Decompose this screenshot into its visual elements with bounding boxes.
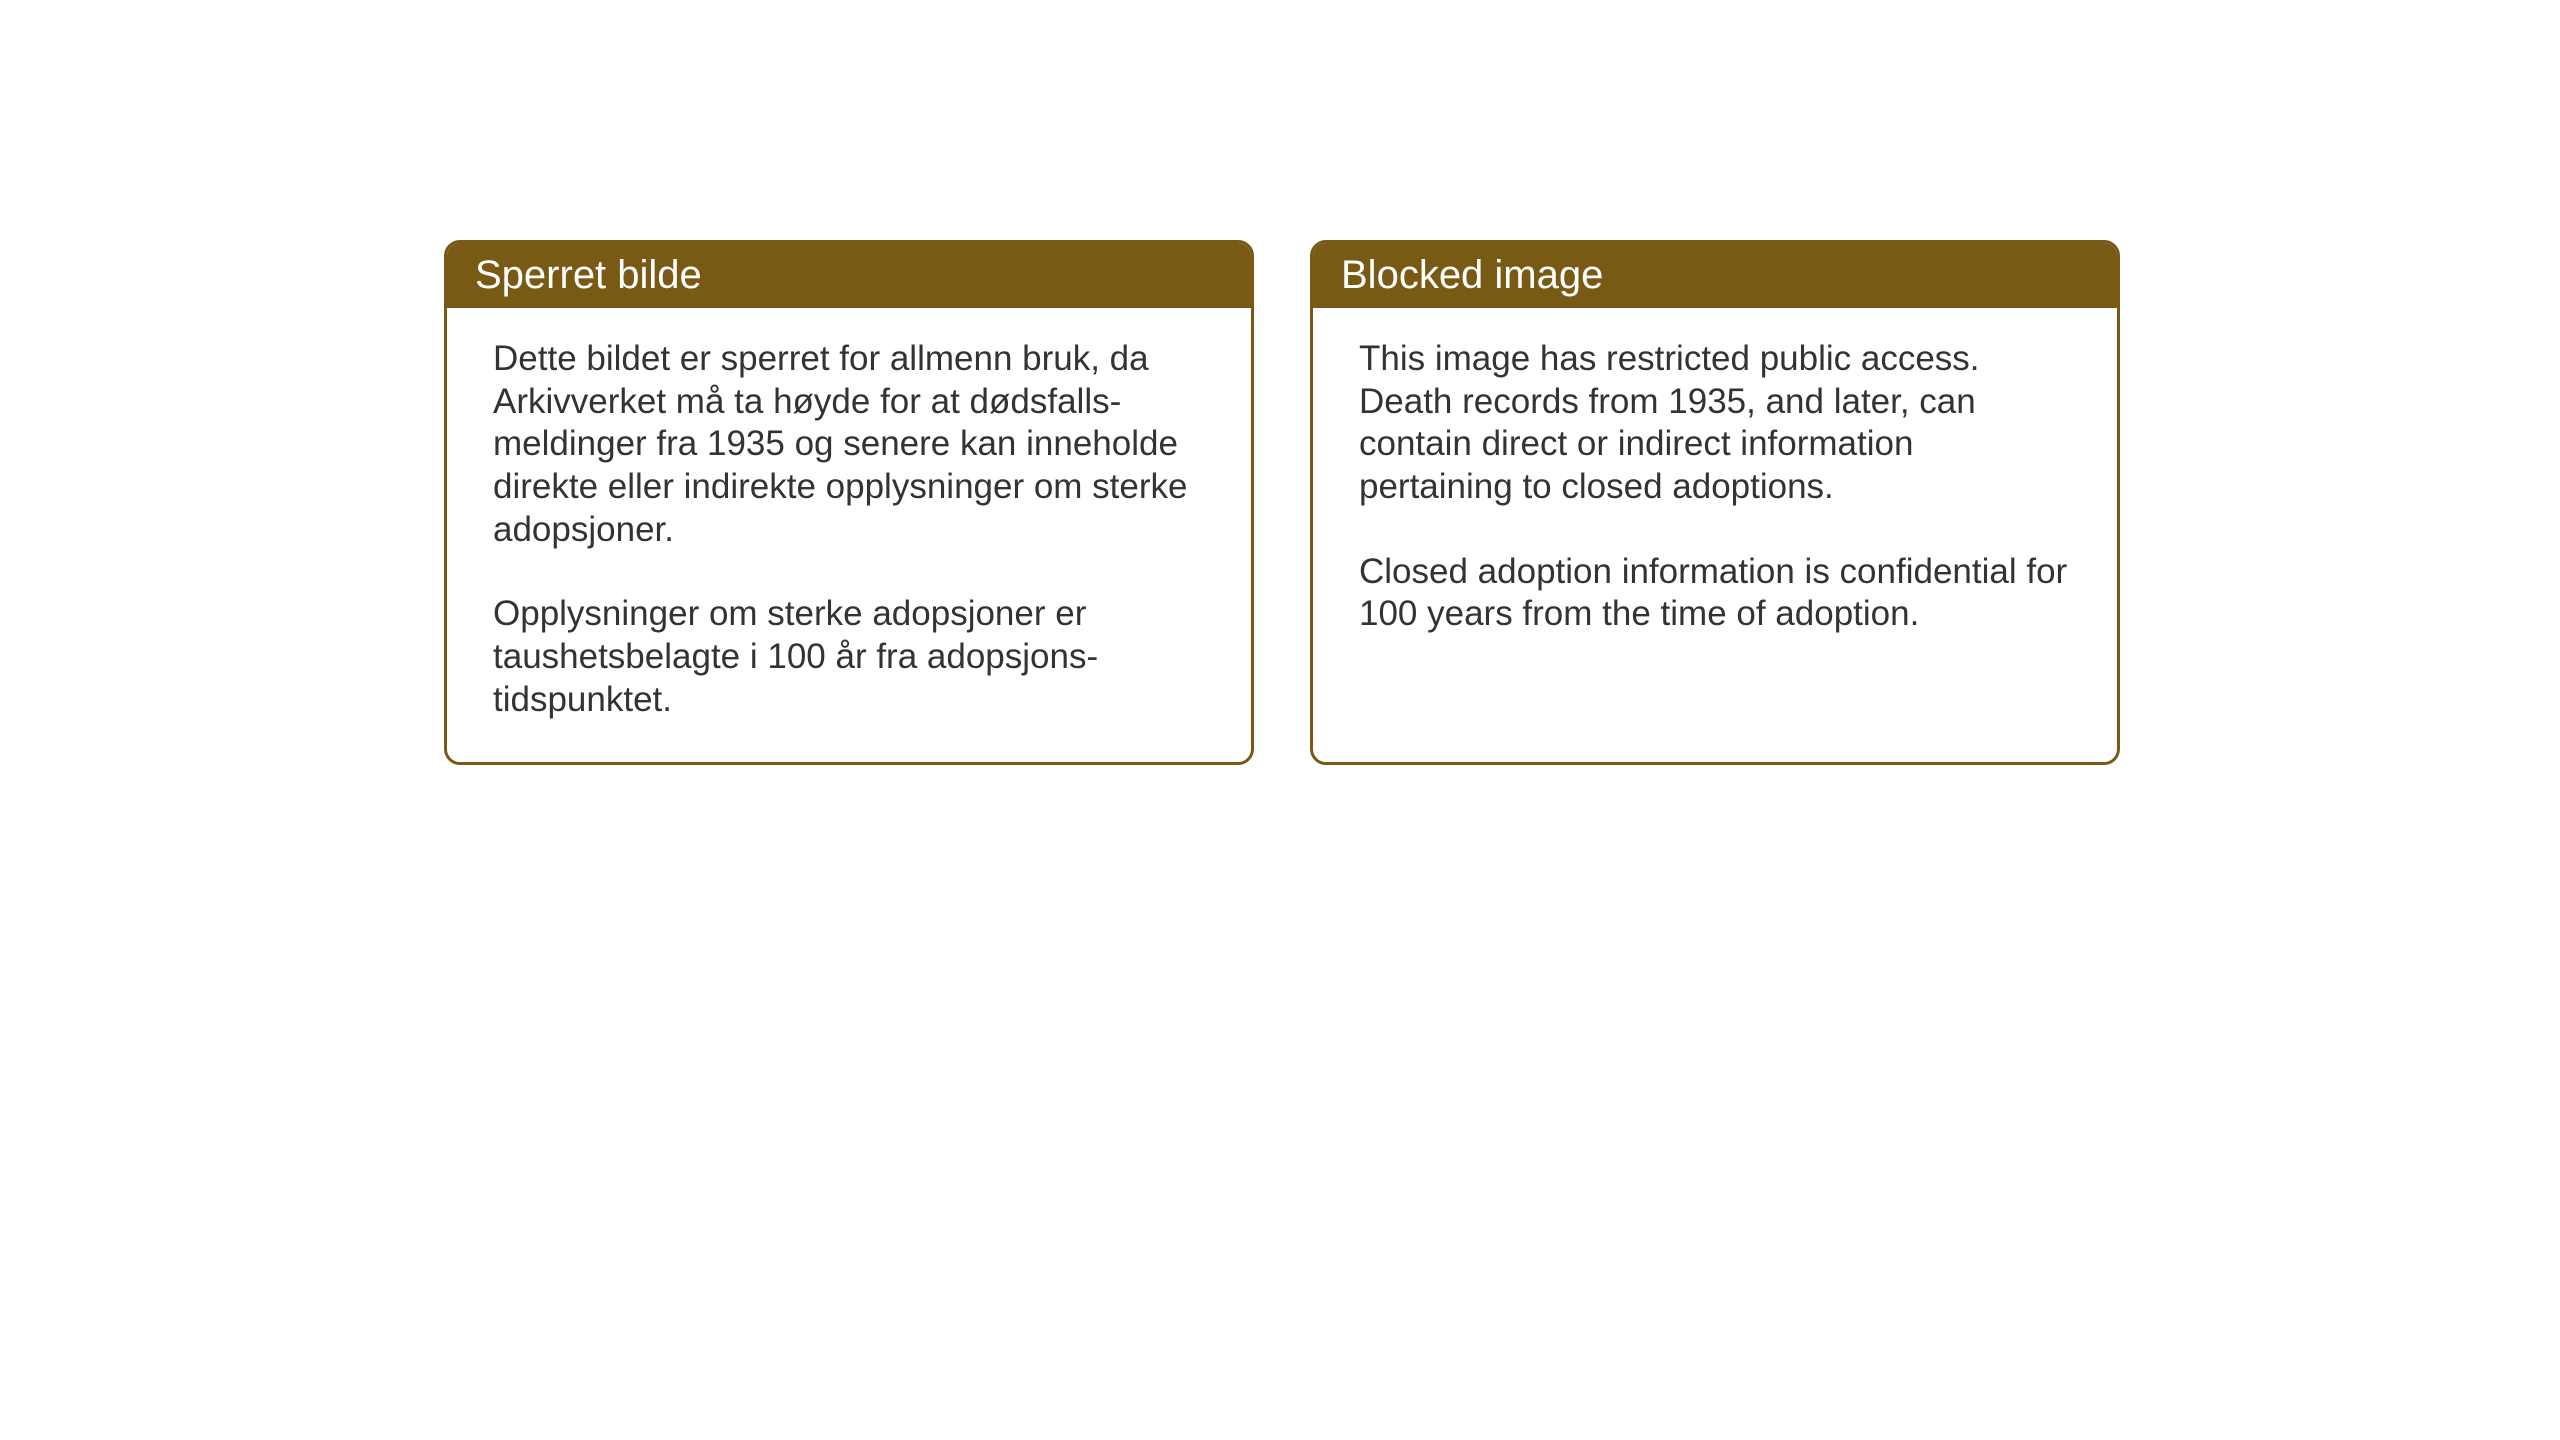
notice-paragraph-1-english: This image has restricted public access.… (1359, 338, 2071, 509)
notice-title-english: Blocked image (1341, 253, 1603, 297)
notice-paragraph-1-norwegian: Dette bildet er sperret for allmenn bruk… (493, 338, 1205, 551)
notice-header-english: Blocked image (1313, 243, 2117, 308)
notice-body-english: This image has restricted public access.… (1313, 308, 2117, 676)
notice-title-norwegian: Sperret bilde (475, 253, 702, 297)
notice-body-norwegian: Dette bildet er sperret for allmenn bruk… (447, 308, 1251, 762)
notice-container: Sperret bilde Dette bildet er sperret fo… (444, 240, 2120, 765)
notice-paragraph-2-norwegian: Opplysninger om sterke adopsjoner er tau… (493, 593, 1205, 721)
notice-card-english: Blocked image This image has restricted … (1310, 240, 2120, 765)
notice-card-norwegian: Sperret bilde Dette bildet er sperret fo… (444, 240, 1254, 765)
notice-paragraph-2-english: Closed adoption information is confident… (1359, 551, 2071, 636)
notice-header-norwegian: Sperret bilde (447, 243, 1251, 308)
